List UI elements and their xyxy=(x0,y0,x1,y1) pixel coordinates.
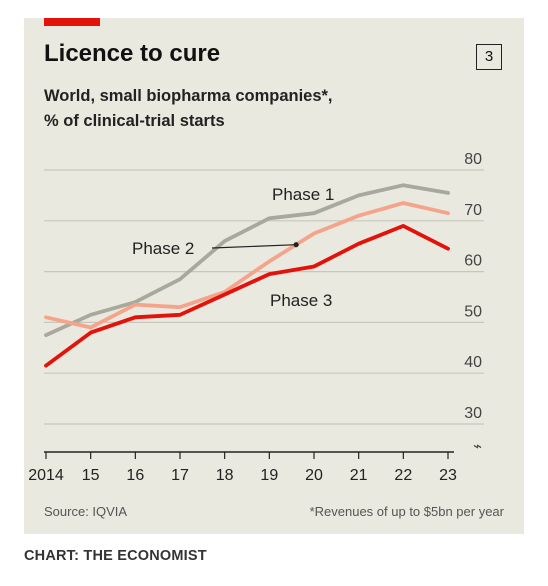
x-tick-label-2014: 2014 xyxy=(28,467,64,484)
chart-title: Licence to cure xyxy=(44,40,221,67)
series-line-phase-1 xyxy=(44,183,450,338)
series-line-phase-3 xyxy=(44,223,450,368)
y-tick-label-30: 30 xyxy=(464,405,482,422)
chart-card: Licence to cure 3 World, small biopharma… xyxy=(24,18,524,534)
x-tick-label-20: 20 xyxy=(305,467,323,484)
y-tick-label-80: 80 xyxy=(464,151,482,168)
y-tick-label-60: 60 xyxy=(464,253,482,270)
chart-number-box: 3 xyxy=(476,44,502,70)
x-tick-label-18: 18 xyxy=(216,467,234,484)
x-tick-label-23: 23 xyxy=(439,467,457,484)
x-tick-label-15: 15 xyxy=(82,467,100,484)
x-tick-label-21: 21 xyxy=(350,467,368,484)
y-tick-label-50: 50 xyxy=(464,303,482,320)
footnote: *Revenues of up to $5bn per year xyxy=(309,504,504,519)
line-chart: 30 40 50 60 70 80 ⌁ 2014 15 16 17 18 19 20 21 22 23 Phase… xyxy=(28,151,484,484)
chart-subtitle: World, small biopharma companies*, % of … xyxy=(44,84,333,134)
x-tick-label-16: 16 xyxy=(126,467,144,484)
red-accent-bar xyxy=(44,18,100,26)
series-line-phase-2 xyxy=(44,201,450,330)
y-tick-label-70: 70 xyxy=(464,202,482,219)
x-tick-label-22: 22 xyxy=(394,467,412,484)
broken-axis-icon: ⌁ xyxy=(473,438,482,455)
subtitle-line-1: World, small biopharma companies*, xyxy=(44,87,333,105)
phase-2-leader-line xyxy=(211,244,297,249)
x-tick-label-17: 17 xyxy=(171,467,189,484)
source-note: Source: IQVIA xyxy=(44,504,128,519)
series-label-phase-2: Phase 2 xyxy=(132,239,194,258)
series-label-phase-3: Phase 3 xyxy=(270,291,332,310)
y-tick-label-40: 40 xyxy=(464,354,482,371)
series-label-phase-1: Phase 1 xyxy=(272,185,334,204)
subtitle-line-2: % of clinical-trial starts xyxy=(44,112,225,130)
phase-2-leader-dot xyxy=(293,242,299,248)
x-tick-label-19: 19 xyxy=(260,467,278,484)
chart-credit: CHART: THE ECONOMIST xyxy=(24,548,207,564)
